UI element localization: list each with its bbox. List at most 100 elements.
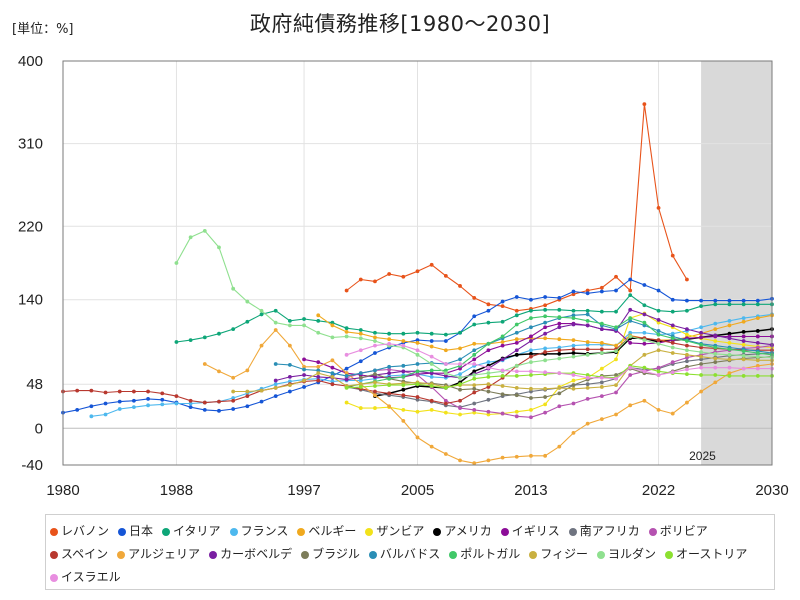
x-tick-label: 1988 bbox=[160, 482, 193, 499]
data-point bbox=[656, 332, 661, 337]
data-point bbox=[458, 346, 462, 351]
data-point bbox=[415, 352, 420, 357]
data-point bbox=[316, 378, 321, 383]
data-point bbox=[642, 338, 647, 343]
data-point bbox=[344, 326, 349, 331]
data-point bbox=[458, 382, 462, 387]
data-point bbox=[458, 398, 462, 403]
data-point bbox=[217, 245, 221, 250]
data-point bbox=[273, 320, 278, 325]
data-point bbox=[458, 412, 462, 417]
data-point bbox=[443, 374, 448, 378]
data-point bbox=[330, 371, 335, 376]
data-point bbox=[628, 316, 633, 320]
series-1 bbox=[344, 102, 689, 313]
data-point bbox=[344, 352, 349, 357]
data-point bbox=[500, 411, 505, 416]
data-point bbox=[146, 389, 150, 394]
data-point bbox=[358, 348, 363, 353]
data-point bbox=[670, 370, 675, 375]
data-point bbox=[273, 362, 278, 366]
series-line bbox=[275, 309, 773, 382]
data-point bbox=[316, 364, 321, 369]
data-point bbox=[415, 269, 420, 274]
data-point bbox=[713, 356, 718, 361]
legend-marker bbox=[449, 550, 458, 559]
data-point bbox=[89, 404, 94, 409]
legend-marker bbox=[50, 573, 58, 582]
data-point bbox=[217, 408, 221, 413]
data-point bbox=[699, 362, 703, 366]
data-point bbox=[415, 369, 420, 374]
data-point bbox=[146, 396, 150, 401]
data-point bbox=[472, 357, 477, 362]
data-point bbox=[429, 374, 434, 379]
data-point bbox=[486, 348, 491, 353]
legend-item: フィジー bbox=[529, 543, 588, 566]
data-point bbox=[614, 412, 618, 417]
legend-label: アルジェリア bbox=[128, 547, 201, 561]
data-point bbox=[373, 406, 377, 410]
data-point bbox=[656, 408, 661, 412]
plot-border bbox=[62, 60, 773, 466]
data-point bbox=[458, 366, 462, 371]
series-line bbox=[360, 356, 773, 399]
legend-label: カーボベルデ bbox=[220, 547, 293, 561]
data-point bbox=[443, 410, 448, 415]
data-point bbox=[231, 407, 236, 411]
data-point bbox=[755, 329, 760, 333]
data-point bbox=[628, 334, 633, 339]
data-point bbox=[160, 391, 165, 396]
legend-marker bbox=[368, 550, 377, 559]
data-point bbox=[514, 369, 519, 374]
legend-item: イギリス bbox=[500, 520, 560, 543]
data-point bbox=[755, 345, 760, 350]
data-point bbox=[699, 330, 703, 335]
data-point bbox=[628, 307, 633, 312]
data-point bbox=[529, 360, 533, 365]
data-point bbox=[358, 277, 363, 282]
data-point bbox=[231, 327, 236, 332]
data-point bbox=[585, 382, 590, 387]
data-point bbox=[443, 371, 448, 376]
data-point bbox=[486, 382, 491, 387]
legend-marker bbox=[50, 527, 58, 536]
data-point bbox=[344, 329, 349, 334]
data-point bbox=[699, 304, 703, 309]
data-point bbox=[514, 454, 519, 459]
data-point bbox=[529, 453, 533, 458]
data-point bbox=[443, 401, 448, 406]
data-point bbox=[202, 400, 207, 405]
data-point bbox=[245, 389, 250, 394]
data-point bbox=[302, 378, 306, 383]
data-point bbox=[713, 373, 718, 377]
data-point bbox=[685, 348, 689, 353]
data-point bbox=[259, 308, 264, 313]
data-point bbox=[557, 325, 562, 330]
legend-marker bbox=[597, 550, 605, 559]
data-point bbox=[727, 371, 732, 376]
data-point bbox=[713, 327, 718, 332]
data-point bbox=[713, 345, 718, 350]
legend-label: スペイン bbox=[61, 547, 109, 561]
data-point bbox=[529, 369, 533, 374]
data-point bbox=[344, 385, 349, 390]
data-point bbox=[387, 272, 392, 276]
data-point bbox=[642, 102, 647, 107]
data-point bbox=[685, 367, 689, 372]
data-point bbox=[755, 351, 760, 355]
data-point bbox=[727, 352, 732, 357]
data-point bbox=[656, 206, 661, 210]
data-point bbox=[443, 385, 448, 390]
data-point bbox=[514, 322, 519, 327]
x-tick-label: 2022 bbox=[642, 482, 675, 499]
data-point bbox=[585, 312, 590, 317]
data-point bbox=[174, 401, 179, 406]
data-point bbox=[685, 339, 689, 343]
data-point bbox=[429, 408, 434, 412]
legend-label: イギリス bbox=[511, 524, 560, 538]
data-point bbox=[713, 352, 718, 356]
data-point bbox=[472, 401, 477, 406]
y-tick-label: 140 bbox=[18, 292, 43, 309]
data-point bbox=[685, 343, 689, 348]
